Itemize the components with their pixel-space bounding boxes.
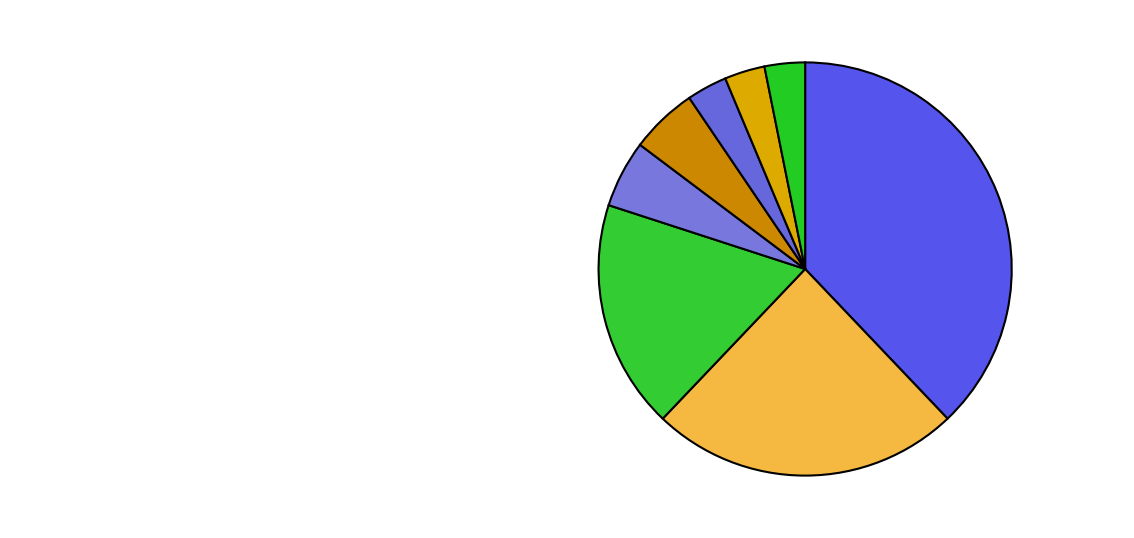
Wedge shape	[640, 98, 805, 269]
Wedge shape	[764, 62, 805, 269]
Wedge shape	[689, 79, 805, 269]
Legend: large_intestine - 36.00 %, lung - 23.00 %, endometrium - 17.00 %, breast - 5.00 : large_intestine - 36.00 %, lung - 23.00 …	[19, 15, 511, 254]
Wedge shape	[726, 67, 805, 269]
Wedge shape	[599, 205, 805, 419]
Wedge shape	[805, 62, 1012, 419]
Wedge shape	[609, 145, 805, 269]
Wedge shape	[662, 269, 948, 476]
